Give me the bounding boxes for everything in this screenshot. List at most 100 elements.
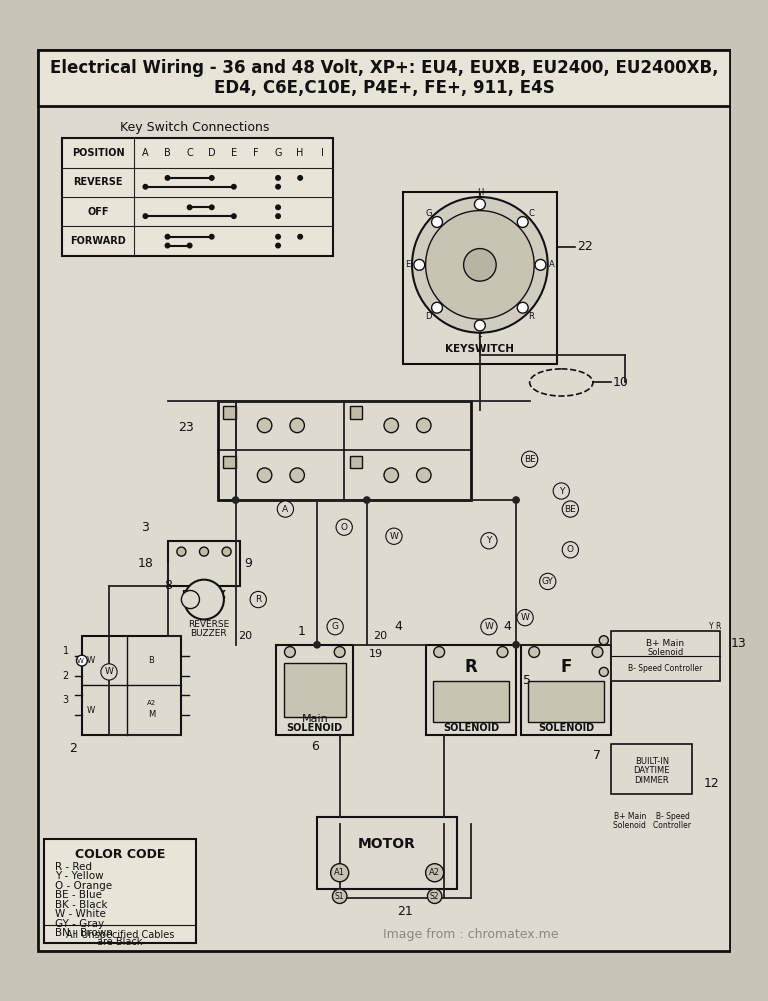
Circle shape [314, 642, 320, 648]
Circle shape [276, 214, 280, 218]
Text: 2: 2 [69, 743, 77, 756]
Text: DAYTIME: DAYTIME [634, 767, 670, 776]
Circle shape [222, 548, 231, 557]
Text: 20: 20 [237, 631, 252, 641]
Text: GY: GY [541, 577, 554, 586]
Circle shape [210, 205, 214, 209]
Text: SOLENOID: SOLENOID [538, 723, 594, 733]
Text: 6: 6 [311, 740, 319, 753]
Text: R: R [465, 659, 477, 677]
Text: POSITION: POSITION [72, 148, 124, 158]
Circle shape [412, 197, 548, 332]
Text: KEYSWITCH: KEYSWITCH [445, 344, 515, 354]
Text: Y R: Y R [709, 623, 721, 632]
Text: O - Orange: O - Orange [55, 881, 112, 891]
Text: SOLENOID: SOLENOID [443, 723, 499, 733]
Bar [433, 681, 509, 722]
Bar [403, 192, 557, 364]
Text: F: F [478, 332, 482, 341]
Text: A: A [549, 260, 555, 269]
Text: FORWARD: FORWARD [71, 236, 126, 246]
Text: 22: 22 [577, 240, 592, 253]
Circle shape [540, 574, 556, 590]
Text: Y: Y [486, 537, 492, 546]
Circle shape [432, 302, 442, 313]
Text: Main: Main [301, 714, 328, 724]
Text: G: G [274, 148, 282, 158]
Circle shape [518, 302, 528, 313]
Text: I: I [321, 148, 324, 158]
Text: O: O [567, 546, 574, 555]
Text: W: W [521, 614, 530, 623]
Circle shape [386, 529, 402, 545]
Circle shape [428, 889, 442, 904]
Circle shape [181, 591, 200, 609]
Text: 1: 1 [297, 625, 305, 638]
Text: B+ Main: B+ Main [646, 640, 684, 648]
Circle shape [528, 647, 540, 658]
Circle shape [331, 864, 349, 882]
Circle shape [187, 243, 192, 248]
Circle shape [290, 467, 304, 482]
Circle shape [384, 418, 399, 432]
Text: 18: 18 [137, 557, 153, 570]
Text: All Unspecified Cables: All Unspecified Cables [66, 930, 174, 940]
Text: O: O [341, 523, 348, 532]
Bar [62, 138, 333, 256]
Circle shape [475, 320, 485, 331]
Text: B+ Main    B- Speed: B+ Main B- Speed [614, 812, 690, 821]
Text: A: A [283, 505, 289, 514]
Text: 20: 20 [373, 631, 387, 641]
Text: 10: 10 [613, 376, 629, 389]
Text: BK - Black: BK - Black [55, 900, 108, 910]
Circle shape [562, 542, 578, 558]
Text: BE: BE [524, 454, 535, 463]
Circle shape [143, 214, 147, 218]
Text: Solenoid   Controller: Solenoid Controller [613, 821, 690, 830]
Circle shape [425, 864, 444, 882]
Circle shape [475, 199, 485, 209]
Circle shape [336, 520, 353, 536]
Text: D: D [425, 311, 432, 320]
Text: W - White: W - White [55, 909, 106, 919]
Text: W: W [485, 623, 493, 632]
Bar [223, 455, 236, 468]
Text: 12: 12 [703, 777, 719, 790]
Text: 9: 9 [245, 557, 253, 570]
Circle shape [165, 243, 170, 248]
Text: 5: 5 [523, 675, 531, 688]
Text: BUZZER: BUZZER [190, 630, 227, 639]
Bar [528, 681, 604, 722]
Circle shape [101, 664, 118, 680]
Text: E: E [405, 260, 410, 269]
Bar [349, 406, 362, 418]
Text: A: A [142, 148, 149, 158]
Bar [349, 455, 362, 468]
Text: C: C [187, 148, 193, 158]
Text: 1: 1 [62, 646, 68, 656]
Circle shape [432, 216, 442, 227]
Text: Image from : chromatex.me: Image from : chromatex.me [383, 928, 558, 941]
Text: ED4, C6E,C10E, P4E+, FE+, 911, E4S: ED4, C6E,C10E, P4E+, FE+, 911, E4S [214, 78, 554, 96]
Bar [425, 645, 516, 735]
Circle shape [187, 205, 192, 209]
Circle shape [334, 647, 345, 658]
Text: Solenoid: Solenoid [647, 649, 684, 658]
Bar [38, 50, 730, 106]
Circle shape [200, 548, 209, 557]
Bar [283, 663, 346, 717]
Circle shape [284, 647, 296, 658]
Bar [223, 406, 236, 418]
Bar [611, 632, 720, 681]
Text: 21: 21 [397, 905, 413, 918]
Circle shape [592, 647, 603, 658]
Circle shape [553, 482, 569, 499]
Text: Y: Y [558, 486, 564, 495]
Bar [217, 400, 471, 500]
Circle shape [233, 496, 239, 504]
Text: Electrical Wiring - 36 and 48 Volt, XP+: EU4, EUXB, EU2400, EU2400XB,: Electrical Wiring - 36 and 48 Volt, XP+:… [50, 59, 718, 77]
Text: BE - Blue: BE - Blue [55, 890, 101, 900]
Text: 3: 3 [141, 521, 149, 534]
Text: D: D [208, 148, 216, 158]
Bar [44, 839, 196, 943]
